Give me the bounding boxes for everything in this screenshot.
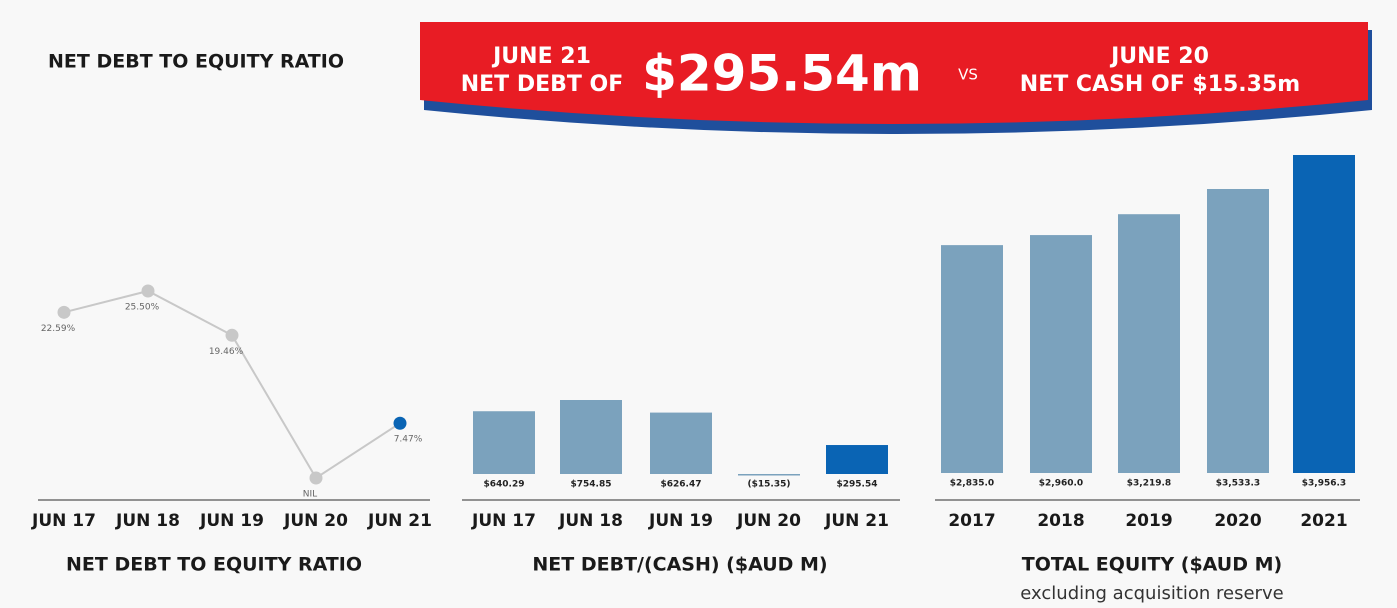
- bar: [738, 474, 800, 476]
- x-tick-label: JUN 17: [471, 511, 536, 531]
- point: [141, 284, 155, 298]
- x-tick-label: JUN 20: [283, 511, 348, 531]
- data-label: $3,219.8: [1127, 479, 1171, 489]
- data-label: $3,533.3: [1216, 479, 1260, 489]
- data-label: $2,960.0: [1039, 479, 1083, 489]
- bar: [473, 411, 535, 474]
- data-label: NIL: [303, 490, 317, 500]
- data-label: $295.54: [837, 480, 878, 490]
- banner-text: JUNE 20: [1109, 44, 1209, 69]
- x-tick-label: 2018: [1037, 511, 1084, 531]
- x-tick-label: JUN 21: [367, 511, 432, 531]
- data-label: 19.46%: [209, 347, 244, 357]
- chart-subtitle: excluding acquisition reserve: [1020, 583, 1283, 604]
- header-title: NET DEBT TO EQUITY RATIO: [48, 51, 344, 73]
- chart-title: NET DEBT/(CASH) ($AUD M): [532, 554, 827, 576]
- x-tick-label: JUN 21: [824, 511, 889, 531]
- bar: [826, 445, 888, 474]
- banner-text: NET CASH OF $15.35m: [1020, 72, 1300, 97]
- data-label: 22.59%: [41, 324, 76, 334]
- chart-title: TOTAL EQUITY ($AUD M): [1022, 554, 1282, 576]
- point: [57, 305, 71, 319]
- banner-text: NET DEBT OF: [461, 72, 624, 97]
- x-tick-label: 2017: [948, 511, 995, 531]
- data-label: $640.29: [484, 480, 525, 490]
- x-tick-label: JUN 17: [31, 511, 96, 531]
- x-tick-label: 2019: [1125, 511, 1172, 531]
- data-label: 25.50%: [125, 303, 160, 313]
- bar: [1293, 155, 1355, 473]
- bar: [1207, 188, 1269, 474]
- x-tick-label: JUN 18: [558, 511, 623, 531]
- x-tick-label: JUN 20: [736, 511, 801, 531]
- x-tick-label: JUN 18: [115, 511, 180, 531]
- chart-title: NET DEBT TO EQUITY RATIO: [66, 554, 362, 576]
- point: [393, 416, 407, 430]
- data-label: ($15.35): [748, 480, 791, 490]
- bar: [1118, 214, 1180, 473]
- x-tick-label: 2021: [1300, 511, 1347, 531]
- x-tick-label: JUN 19: [648, 511, 713, 531]
- point: [309, 471, 323, 485]
- data-label: $2,835.0: [950, 479, 994, 489]
- bar: [560, 400, 622, 474]
- banner-text: JUNE 21: [491, 44, 591, 69]
- data-label: $626.47: [661, 480, 702, 490]
- x-tick-label: 2020: [1214, 511, 1261, 531]
- banner: [420, 22, 1368, 124]
- data-label: 7.47%: [394, 435, 423, 445]
- point: [225, 328, 239, 342]
- bar: [941, 245, 1003, 473]
- banner-headline: $295.54m: [642, 45, 922, 103]
- x-tick-label: JUN 19: [199, 511, 264, 531]
- bar: [650, 412, 712, 474]
- bar: [1030, 235, 1092, 473]
- data-label: $754.85: [571, 480, 612, 490]
- banner-vs: VS: [958, 66, 978, 84]
- data-label: $3,956.3: [1302, 479, 1346, 489]
